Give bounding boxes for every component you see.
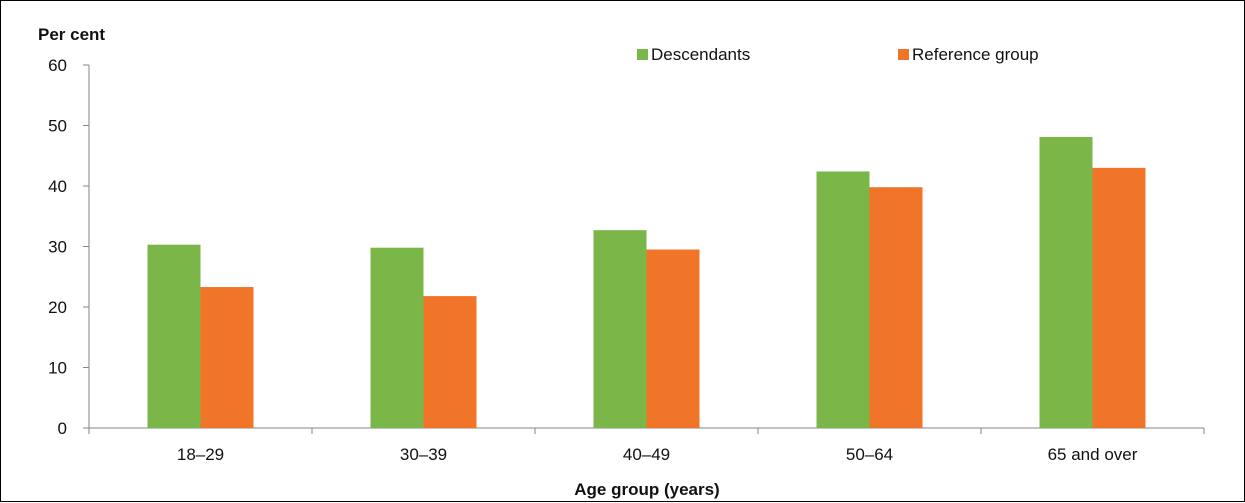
legend-swatch-reference-group — [898, 49, 909, 60]
x-axis-title: Age group (years) — [574, 480, 719, 499]
y-axis-ticks: 0 10 20 30 40 50 60 — [48, 56, 89, 438]
y-tick-label: 60 — [48, 56, 67, 75]
x-tick-label: 18–29 — [177, 445, 224, 464]
bar-descendants-1 — [370, 247, 424, 428]
y-tick-label: 20 — [48, 298, 67, 317]
bar-descendants-4 — [1039, 136, 1093, 428]
x-tick-label: 65 and over — [1048, 445, 1138, 464]
y-tick-label: 10 — [48, 359, 67, 378]
x-tick-label: 30–39 — [400, 445, 447, 464]
bar-descendants-0 — [147, 244, 201, 428]
bar-reference-group-1 — [423, 296, 477, 428]
bar-reference-group-2 — [646, 249, 700, 428]
legend-swatch-descendants — [637, 49, 648, 60]
y-tick-label: 50 — [48, 117, 67, 136]
legend: Descendants Reference group — [637, 45, 1039, 64]
y-axis-title: Per cent — [38, 25, 105, 44]
bars-group — [147, 136, 1146, 429]
bar-reference-group-4 — [1092, 167, 1146, 428]
bar-descendants-3 — [816, 171, 870, 429]
bar-reference-group-3 — [869, 187, 923, 428]
x-tick-label: 50–64 — [846, 445, 893, 464]
legend-label-reference-group: Reference group — [912, 45, 1039, 64]
y-tick-label: 0 — [58, 419, 67, 438]
bar-descendants-2 — [593, 230, 647, 428]
x-tick-label: 40–49 — [623, 445, 670, 464]
y-tick-label: 30 — [48, 238, 67, 257]
legend-label-descendants: Descendants — [651, 45, 750, 64]
y-tick-label: 40 — [48, 177, 67, 196]
bar-reference-group-0 — [200, 287, 254, 428]
x-axis-ticks: 18–29 30–39 40–49 50–64 65 and over — [88, 428, 1205, 464]
